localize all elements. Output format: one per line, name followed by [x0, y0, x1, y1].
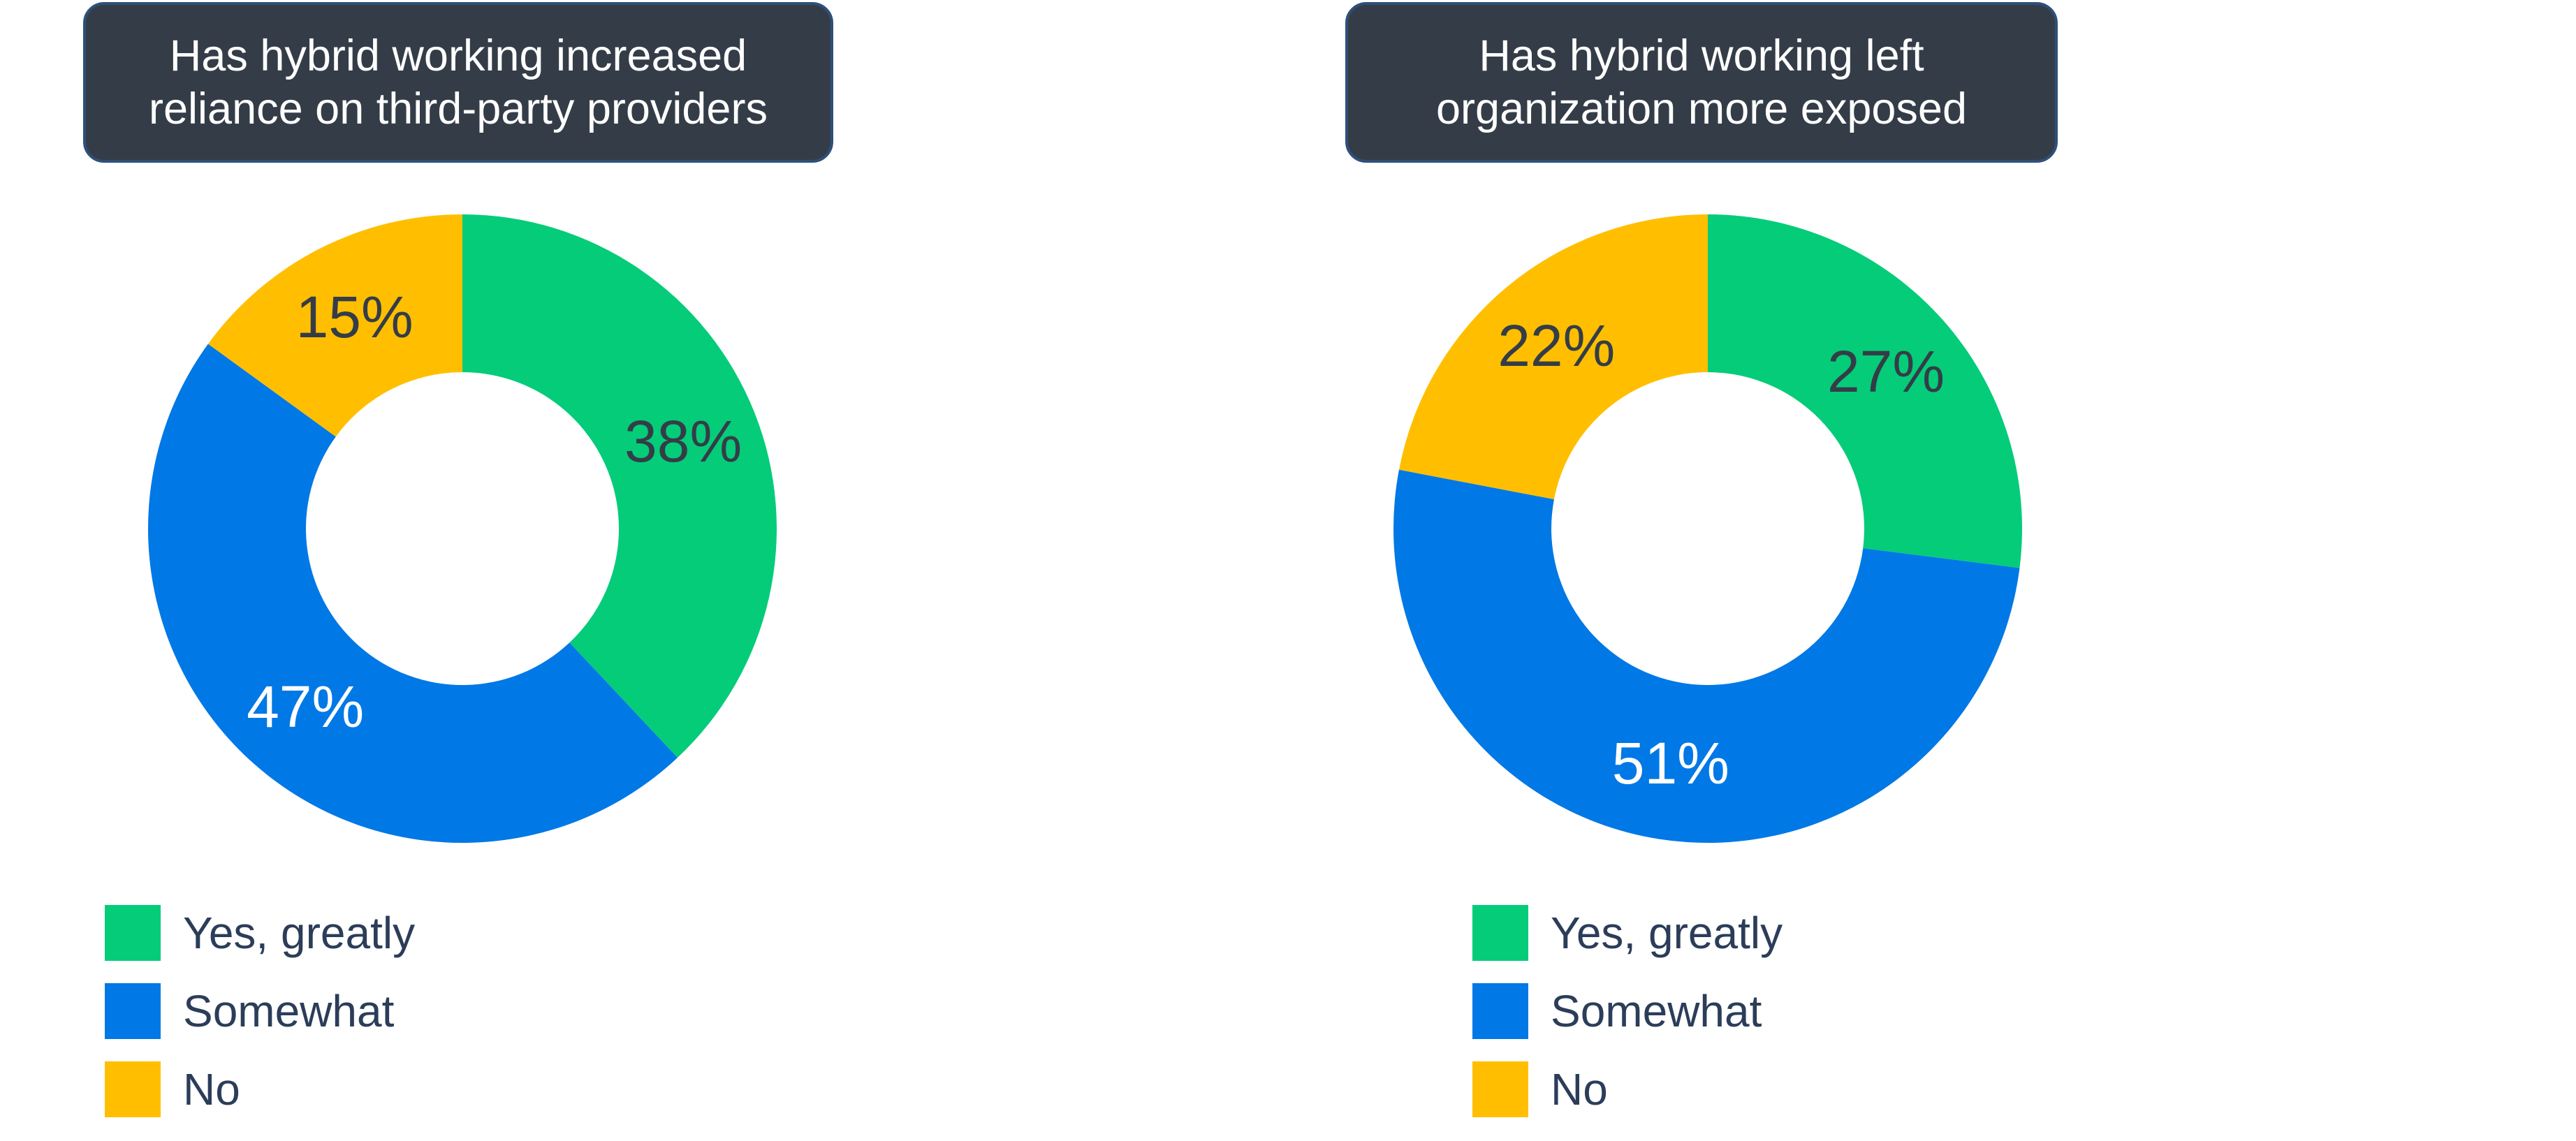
chart-title: Has hybrid working left organization mor…: [1436, 31, 1967, 133]
legend-item-yes-greatly: Yes, greatly: [1472, 905, 1783, 961]
legend-swatch: [105, 905, 161, 961]
legend-item-no: No: [1472, 1061, 1608, 1117]
legend-swatch: [1472, 905, 1528, 961]
chart-title: Has hybrid working increased reliance on…: [149, 31, 768, 133]
donut-slice-yes-greatly: [462, 214, 777, 758]
donut-slice-no: [1398, 214, 1708, 500]
legend-label: No: [1551, 1064, 1608, 1114]
legend-item-somewhat: Somewhat: [105, 983, 394, 1039]
legend-label: No: [183, 1064, 240, 1114]
legend-label: Yes, greatly: [183, 908, 416, 958]
legend-label: Somewhat: [1551, 986, 1762, 1036]
donut-slice-no: [207, 214, 462, 437]
donut-slice-somewhat: [1393, 469, 2020, 843]
chart-panel-left: Has hybrid working increased reliance on…: [83, 2, 833, 1117]
legend-swatch: [105, 983, 161, 1039]
slice-percent-label: 15%: [296, 284, 414, 350]
legend-swatch: [1472, 983, 1528, 1039]
chart-title-box: Has hybrid working left organization mor…: [1345, 2, 2058, 163]
slice-percent-label: 51%: [1612, 730, 1729, 796]
legend-label: Yes, greatly: [1551, 908, 1783, 958]
donut-chart: 27% 51% 22%: [1393, 214, 2022, 843]
legend-swatch: [105, 1061, 161, 1117]
donut-slice-yes-greatly: [1708, 214, 2022, 568]
slice-percent-label: 47%: [247, 674, 364, 739]
chart-panel-right: Has hybrid working left organization mor…: [1288, 0, 2576, 1141]
chart-title-box: Has hybrid working increased reliance on…: [83, 2, 833, 163]
legend-item-no: No: [105, 1061, 240, 1117]
donut-slice-somewhat: [147, 344, 678, 844]
slice-percent-label: 27%: [1827, 339, 1945, 404]
legend-label: Somewhat: [183, 986, 395, 1036]
slice-percent-label: 38%: [624, 408, 742, 474]
slice-percent-label: 22%: [1498, 313, 1615, 378]
legend-item-yes-greatly: Yes, greatly: [105, 905, 415, 961]
legend-swatch: [1472, 1061, 1528, 1117]
legend-item-somewhat: Somewhat: [1472, 983, 1762, 1039]
donut-chart: 38% 47% 15%: [147, 214, 777, 844]
